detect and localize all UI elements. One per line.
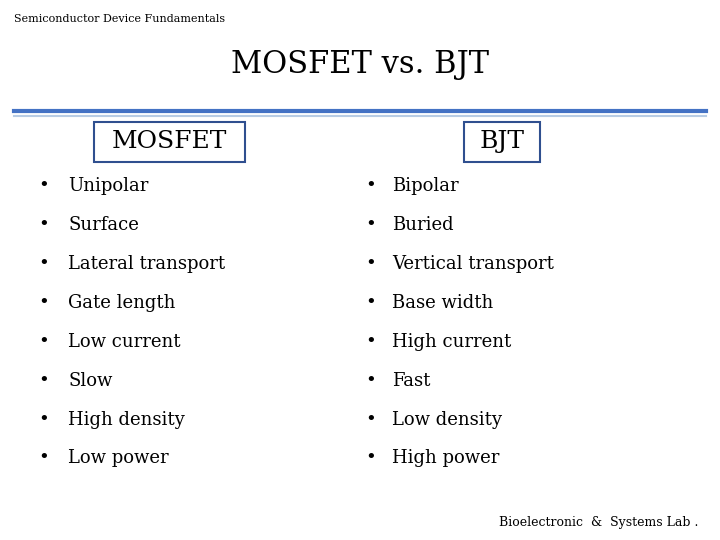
Text: MOSFET vs. BJT: MOSFET vs. BJT [231, 49, 489, 79]
Text: Lateral transport: Lateral transport [68, 255, 225, 273]
Text: MOSFET: MOSFET [112, 130, 227, 153]
Text: •: • [366, 449, 376, 468]
Text: •: • [366, 410, 376, 429]
Text: •: • [366, 294, 376, 312]
Text: •: • [38, 449, 48, 468]
Text: High current: High current [392, 333, 512, 351]
Text: Unipolar: Unipolar [68, 177, 149, 195]
Text: Buried: Buried [392, 216, 454, 234]
FancyBboxPatch shape [94, 122, 245, 162]
Text: Low current: Low current [68, 333, 181, 351]
Text: Surface: Surface [68, 216, 139, 234]
Text: •: • [366, 372, 376, 390]
Text: BJT: BJT [480, 130, 525, 153]
Text: Fast: Fast [392, 372, 431, 390]
Text: Slow: Slow [68, 372, 113, 390]
FancyBboxPatch shape [464, 122, 540, 162]
Text: •: • [38, 372, 48, 390]
Text: Bipolar: Bipolar [392, 177, 459, 195]
Text: Gate length: Gate length [68, 294, 176, 312]
Text: •: • [38, 294, 48, 312]
Text: High density: High density [68, 410, 185, 429]
Text: •: • [38, 333, 48, 351]
Text: Low density: Low density [392, 410, 503, 429]
Text: Base width: Base width [392, 294, 494, 312]
Text: •: • [366, 216, 376, 234]
Text: Vertical transport: Vertical transport [392, 255, 554, 273]
Text: •: • [38, 216, 48, 234]
Text: Low power: Low power [68, 449, 169, 468]
Text: •: • [366, 255, 376, 273]
Text: •: • [38, 410, 48, 429]
Text: •: • [38, 177, 48, 195]
Text: •: • [366, 177, 376, 195]
Text: •: • [366, 333, 376, 351]
Text: •: • [38, 255, 48, 273]
Text: Bioelectronic  &  Systems Lab .: Bioelectronic & Systems Lab . [499, 516, 698, 529]
Text: High power: High power [392, 449, 500, 468]
Text: Semiconductor Device Fundamentals: Semiconductor Device Fundamentals [14, 14, 225, 24]
